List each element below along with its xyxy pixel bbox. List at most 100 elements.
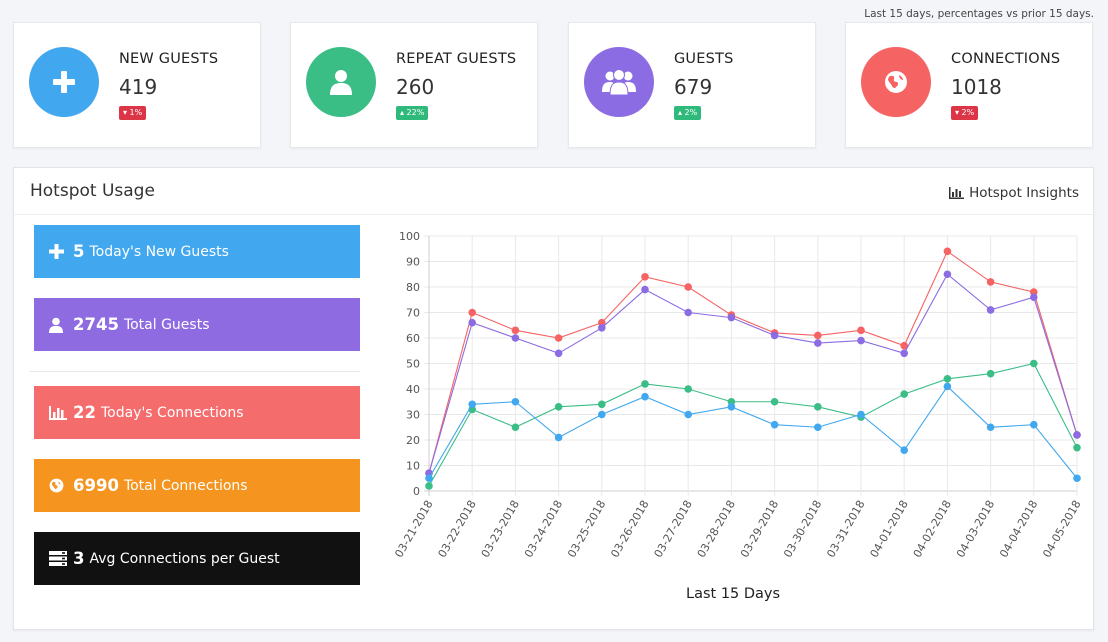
- data-point-series-3: [943, 375, 952, 383]
- x-tick-label: 04-01-2018: [868, 498, 911, 560]
- y-tick-label: 70: [406, 307, 420, 320]
- tile-number: 6990: [73, 476, 119, 495]
- data-point-series-2: [770, 331, 779, 340]
- series-line-1: [428, 250, 1078, 474]
- tile-todays-new-guests: 5 Today's New Guests: [34, 225, 360, 278]
- data-point-series-2: [857, 336, 865, 345]
- x-tick-label: 04-03-2018: [954, 498, 997, 560]
- tile-todays-connections: 22 Today's Connections: [34, 386, 360, 439]
- tile-label: Total Connections: [123, 477, 248, 494]
- bar-chart-icon: [49, 405, 67, 420]
- data-point-series-3: [684, 385, 692, 393]
- tile-label: Avg Connections per Guest: [89, 550, 280, 567]
- x-tick-label: 03-29-2018: [738, 498, 781, 560]
- series-line-4: [428, 385, 1078, 479]
- stat-value: 260: [396, 75, 435, 99]
- data-point-series-3: [986, 369, 995, 378]
- series-line-3: [428, 362, 1078, 487]
- y-tick-label: 40: [406, 383, 420, 396]
- stat-value: 1018: [951, 75, 1002, 99]
- x-tick-label: 04-02-2018: [911, 498, 954, 560]
- data-point-series-3: [900, 390, 908, 398]
- hotspot-insights-label: Hotspot Insights: [969, 185, 1079, 201]
- x-tick-label: 04-05-2018: [1040, 498, 1083, 560]
- y-tick-label: 0: [413, 485, 420, 498]
- stat-card-connections: CONNECTIONS 1018 ▾ 2%: [845, 22, 1093, 148]
- x-tick-label: 03-21-2018: [392, 498, 435, 560]
- tile-total-connections: 6990 Total Connections: [34, 459, 360, 512]
- data-point-series-1: [857, 326, 865, 335]
- hotspot-insights-link[interactable]: Hotspot Insights: [949, 185, 1079, 201]
- hotspot-usage-panel: Hotspot Usage Hotspot Insights 5 Today's…: [13, 167, 1094, 630]
- data-point-series-2: [684, 308, 692, 317]
- data-point-series-3: [1073, 443, 1081, 452]
- x-tick-label: 03-25-2018: [565, 498, 608, 560]
- data-point-series-4: [641, 392, 649, 401]
- data-point-series-4: [943, 382, 952, 391]
- stat-value: 679: [674, 75, 713, 99]
- data-point-series-2: [468, 318, 476, 327]
- tile-number: 5: [73, 242, 85, 261]
- tile-divider: [30, 371, 360, 372]
- x-tick-label: 03-31-2018: [824, 498, 867, 560]
- tile-label: Today's New Guests: [89, 243, 229, 260]
- data-point-series-4: [554, 433, 563, 442]
- y-tick-label: 50: [406, 358, 420, 371]
- globe-icon: [885, 71, 907, 93]
- data-point-series-4: [986, 423, 995, 432]
- data-point-series-4: [814, 423, 822, 432]
- x-tick-label: 03-23-2018: [479, 498, 522, 560]
- data-point-series-4: [598, 410, 606, 419]
- data-point-series-2: [814, 339, 822, 347]
- data-point-series-3: [598, 400, 606, 409]
- data-point-series-1: [641, 273, 649, 281]
- data-point-series-1: [814, 331, 822, 340]
- data-point-series-2: [943, 270, 952, 279]
- stat-title: REPEAT GUESTS: [396, 51, 517, 67]
- x-tick-label: 03-22-2018: [436, 498, 479, 560]
- stat-change-badge: ▴ 22%: [396, 106, 429, 120]
- stat-title: NEW GUESTS: [119, 51, 219, 67]
- data-point-series-2: [1030, 293, 1038, 301]
- data-point-series-2: [511, 334, 520, 342]
- stat-title: GUESTS: [674, 51, 734, 67]
- stat-title: CONNECTIONS: [951, 51, 1061, 67]
- new-guests-circle: [29, 47, 99, 117]
- series-line-2: [428, 273, 1078, 474]
- data-point-series-2: [554, 349, 563, 358]
- data-point-series-2: [598, 324, 606, 332]
- stat-change-badge: ▾ 2%: [951, 106, 979, 120]
- tile-number: 2745: [73, 315, 119, 334]
- stat-change-badge: ▾ 1%: [119, 106, 147, 120]
- data-point-series-1: [468, 308, 476, 317]
- stat-card-repeat-guests: REPEAT GUESTS 260 ▴ 22%: [290, 22, 538, 148]
- data-point-series-4: [900, 446, 908, 454]
- connections-circle: [861, 47, 931, 117]
- data-point-series-2: [727, 313, 736, 322]
- data-point-series-4: [770, 420, 779, 429]
- data-point-series-3: [1030, 359, 1038, 368]
- tile-number: 3: [73, 549, 85, 568]
- data-point-series-2: [986, 306, 995, 314]
- data-point-series-4: [468, 400, 476, 409]
- hotspot-usage-chart: 0 10 20 30 40 50 60 70 80 90 100 03-21-2018 03-22-20…: [392, 230, 1083, 560]
- data-point-series-1: [900, 341, 908, 350]
- tile-number: 22: [73, 403, 96, 422]
- users-icon: [602, 69, 636, 96]
- data-point-series-2: [900, 349, 908, 358]
- user-icon: [330, 70, 352, 95]
- data-point-series-4: [511, 397, 520, 406]
- chart-x-axis-label: Last 15 Days: [686, 586, 781, 602]
- x-tick-label: 03-28-2018: [695, 498, 738, 560]
- data-point-series-3: [641, 380, 649, 388]
- panel-title: Hotspot Usage: [30, 181, 155, 201]
- tile-label: Total Guests: [123, 316, 210, 333]
- data-point-series-3: [425, 482, 433, 490]
- repeat-guests-circle: [306, 47, 376, 117]
- data-point-series-1: [986, 278, 995, 286]
- y-tick-label: 30: [406, 409, 420, 422]
- data-point-series-1: [554, 334, 563, 342]
- data-point-series-4: [727, 403, 736, 411]
- period-note: Last 15 days, percentages vs prior 15 da…: [864, 8, 1094, 20]
- data-point-series-4: [1073, 474, 1081, 483]
